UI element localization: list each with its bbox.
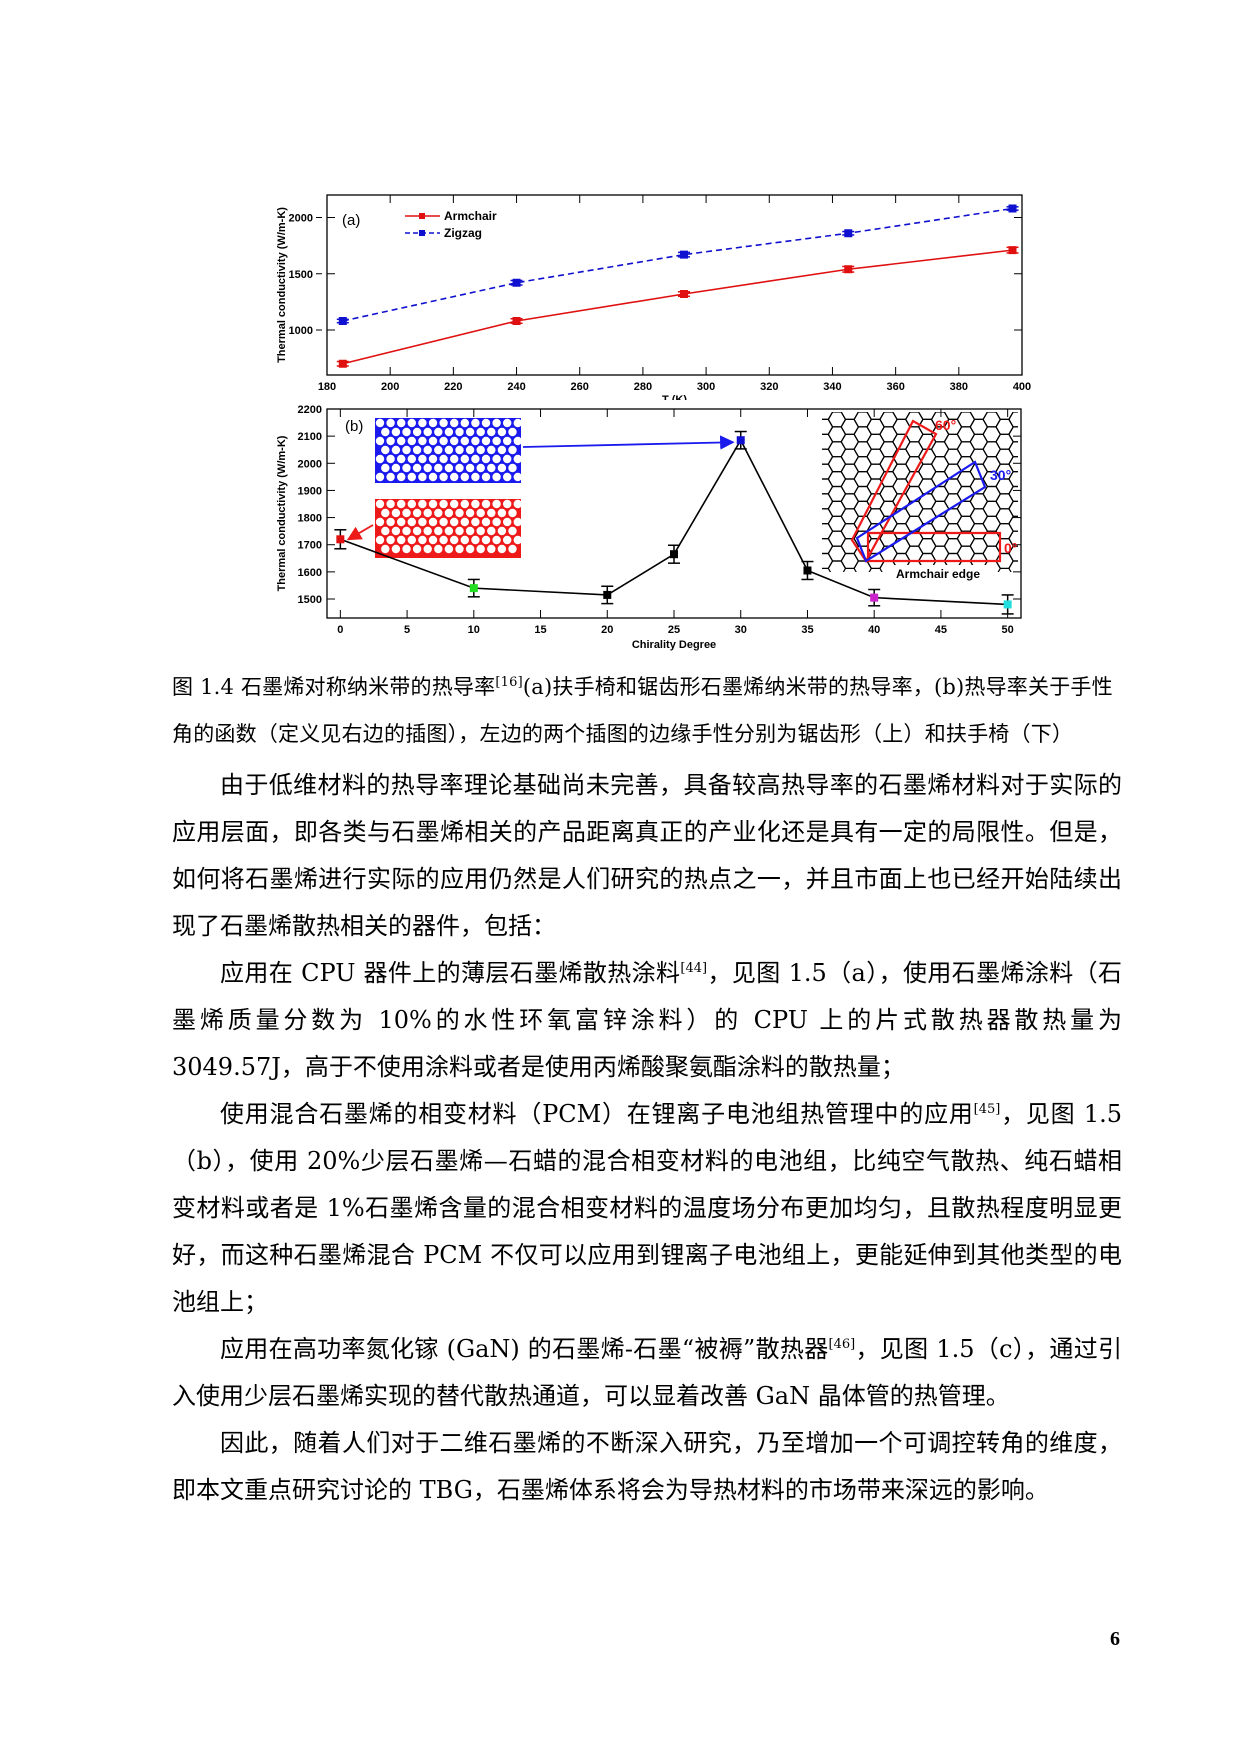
data-point xyxy=(736,436,745,445)
plot-area: 180 200 220 240 260 280 300 320 340 360 380 400 1000… xyxy=(276,194,1031,400)
y-tick-label: 1700 xyxy=(298,540,322,552)
citation-ref[interactable]: [46] xyxy=(828,1337,856,1352)
caption-line-2: 角的函数（定义见右边的插图），左边的两个插图的边缘手性分别为锯齿形（上）和扶手椅… xyxy=(172,722,1074,746)
legend-item-armchair: Armchair xyxy=(444,209,497,223)
x-tick-label: 240 xyxy=(507,381,525,393)
data-point xyxy=(336,535,345,544)
x-tick-label: 15 xyxy=(534,624,546,636)
legend: Armchair Zigzag xyxy=(405,209,497,240)
x-tick-label: 360 xyxy=(886,381,904,393)
x-tick-label: 0 xyxy=(337,624,343,636)
data-point xyxy=(603,590,612,599)
data-point xyxy=(512,317,521,325)
x-tick-label: 280 xyxy=(634,381,652,393)
data-point xyxy=(870,593,879,602)
inset-caption: Armchair edge xyxy=(896,567,980,581)
y-tick-label: 1900 xyxy=(298,485,322,497)
paragraph-3: 使用混合石墨烯的相变材料（PCM）在锂离子电池组热管理中的应用[45]，见图 1… xyxy=(172,1100,1122,1316)
x-tick-label: 300 xyxy=(697,381,715,393)
x-tick-label: 5 xyxy=(404,624,410,636)
caption-line-1: 图 1.4 石墨烯对称纳米带的热导率[16](a)扶手椅和锯齿形石墨烯纳米带的热… xyxy=(172,675,1113,699)
x-axis-title: T (K) xyxy=(662,394,687,400)
x-axis-title: Chirality Degree xyxy=(632,639,716,651)
x-tick-label: 45 xyxy=(935,624,947,636)
chart-panel-a: 180 200 220 240 260 280 300 320 340 360 380 400 1000… xyxy=(276,194,1031,400)
y-tick-label: 1600 xyxy=(298,567,322,579)
plot-area: 0 5 10 15 20 25 30 35 40 45 50 1500 1600 1700 1800 1900… xyxy=(276,404,1022,651)
citation-ref[interactable]: [16] xyxy=(495,675,523,690)
arrow-icon xyxy=(522,435,735,450)
figure-1-4: 180 200 220 240 260 280 300 320 340 360 380 400 1000… xyxy=(0,0,1240,660)
angle-label-30: 30° xyxy=(990,467,1011,483)
data-point xyxy=(803,566,812,575)
x-tick-label: 380 xyxy=(950,381,968,393)
data-point xyxy=(469,584,478,593)
x-tick-label: 20 xyxy=(601,624,613,636)
x-tick-label: 50 xyxy=(1002,624,1014,636)
paragraph-4: 应用在高功率氮化镓 (GaN) 的石墨烯-石墨“被褥”散热器[46]，见图 1.… xyxy=(172,1335,1122,1410)
x-tick-label: 320 xyxy=(760,381,778,393)
y-tick-label: 2000 xyxy=(298,458,322,470)
data-point xyxy=(679,290,688,298)
paragraph-1: 由于低维材料的热导率理论基础尚未完善，具备较高热导率的石墨烯材料对于实际的应用层… xyxy=(172,771,1122,940)
citation-ref[interactable]: [44] xyxy=(680,961,708,976)
y-tick-label: 2200 xyxy=(298,404,322,416)
x-tick-label: 180 xyxy=(318,381,336,393)
chirality-definition-inset: 60° 30° 0° Armchair edge xyxy=(822,412,1018,581)
y-tick-label: 2000 xyxy=(289,213,313,225)
data-point xyxy=(1003,600,1012,609)
paragraph-5: 因此，随着人们对于二维石墨烯的不断深入研究，乃至增加一个可调控转角的维度，即本文… xyxy=(172,1429,1122,1504)
y-axis-title: Thermal conductivity (W/m-K) xyxy=(276,207,288,363)
x-tick-label: 10 xyxy=(468,624,480,636)
x-tick-label: 30 xyxy=(735,624,747,636)
y-tick-label: 1500 xyxy=(298,594,322,606)
data-point xyxy=(1008,246,1017,255)
legend-item-zigzag: Zigzag xyxy=(444,226,482,240)
zigzag-inset xyxy=(375,418,522,483)
x-tick-label: 35 xyxy=(801,624,813,636)
citation-ref[interactable]: [45] xyxy=(973,1102,1001,1117)
data-point xyxy=(338,359,347,368)
body-text: 由于低维材料的热导率理论基础尚未完善，具备较高热导率的石墨烯材料对于实际的应用层… xyxy=(172,762,1122,1514)
data-point xyxy=(1008,204,1017,213)
data-point xyxy=(844,229,853,238)
x-tick-label: 340 xyxy=(823,381,841,393)
page-number: 6 xyxy=(1110,1628,1120,1650)
x-tick-label: 25 xyxy=(668,624,680,636)
figure-caption: 图 1.4 石墨烯对称纳米带的热导率[16](a)扶手椅和锯齿形石墨烯纳米带的热… xyxy=(172,664,1122,758)
paragraph-2: 应用在 CPU 器件上的薄层石墨烯散热涂料[44]，见图 1.5（a），使用石墨… xyxy=(172,959,1122,1081)
data-point xyxy=(338,317,347,325)
armchair-inset xyxy=(375,499,522,558)
angle-label-60: 60° xyxy=(935,417,956,433)
angle-label-0: 0° xyxy=(1004,540,1017,556)
x-tick-label: 220 xyxy=(444,381,462,393)
y-tick-label: 1500 xyxy=(289,269,313,281)
x-tick-label: 40 xyxy=(868,624,880,636)
panel-label: (b) xyxy=(345,418,363,435)
data-point xyxy=(679,250,688,259)
x-tick-label: 200 xyxy=(381,381,399,393)
chart-panel-b: 0 5 10 15 20 25 30 35 40 45 50 1500 1600 1700 1800 1900… xyxy=(276,404,1022,651)
data-point xyxy=(670,550,678,559)
panel-label: (a) xyxy=(342,212,360,229)
data-point xyxy=(512,278,521,287)
y-tick-label: 1800 xyxy=(298,513,322,525)
x-tick-label: 400 xyxy=(1013,381,1031,393)
y-tick-label: 1000 xyxy=(289,325,313,337)
data-point xyxy=(844,265,853,274)
y-tick-label: 2100 xyxy=(298,431,322,443)
y-axis-title: Thermal conductivity (W/m-K) xyxy=(276,435,288,591)
arrow-icon xyxy=(346,524,374,541)
x-tick-label: 260 xyxy=(571,381,589,393)
